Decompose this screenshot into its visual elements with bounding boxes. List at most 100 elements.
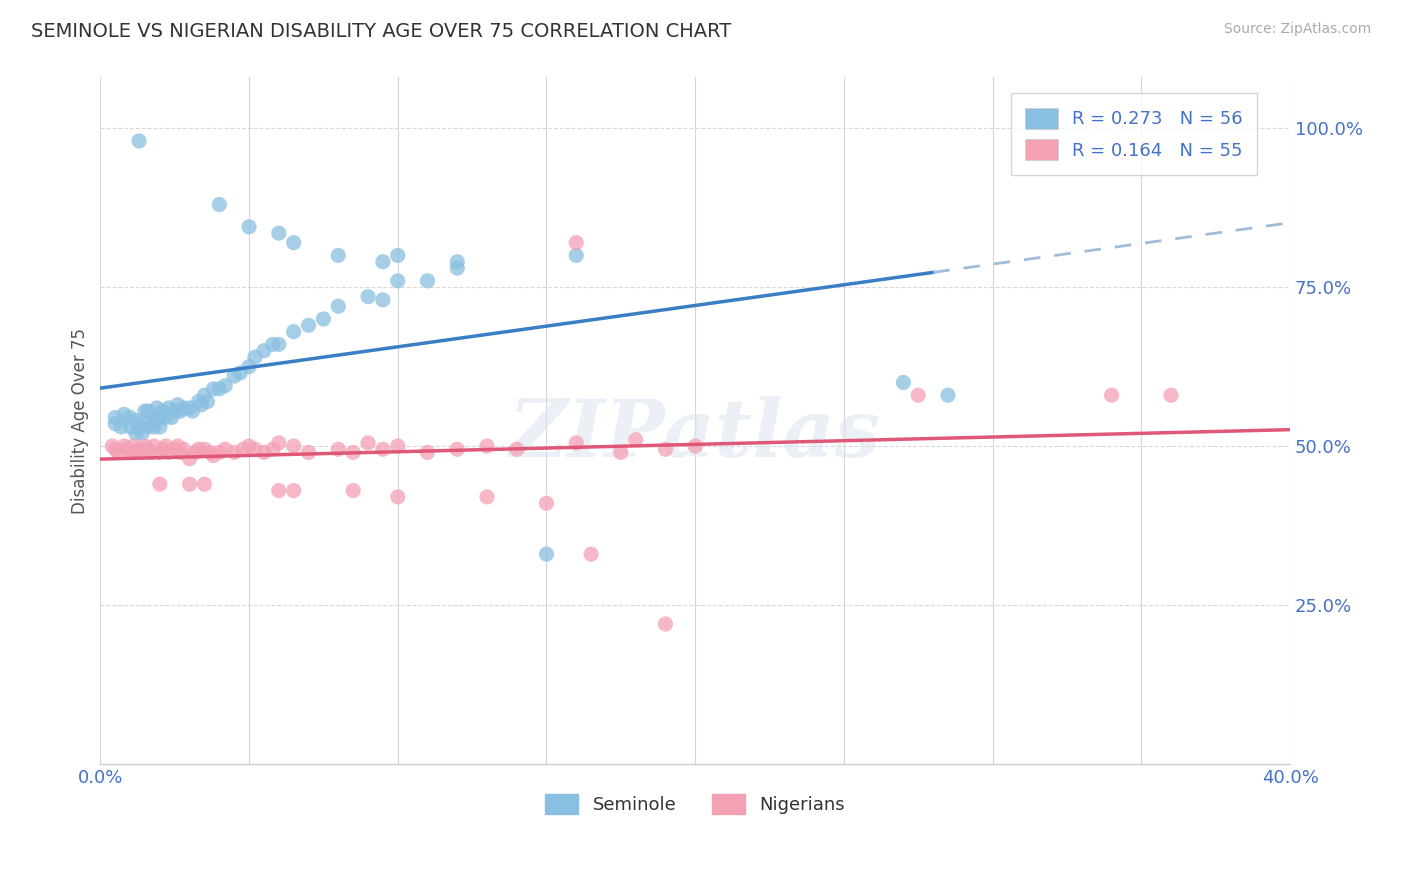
Point (160, 410, 183, 425)
Point (387, 490, 409, 504)
Point (208, 445, 231, 459)
Point (157, 401, 180, 415)
Point (197, 394, 219, 409)
Point (149, 445, 172, 459)
Point (446, 254, 468, 268)
Point (371, 293, 394, 307)
Point (202, 449, 225, 463)
Point (112, 407, 135, 421)
Point (283, 439, 305, 453)
Point (166, 398, 188, 412)
Point (181, 404, 204, 418)
Legend: Seminole, Nigerians: Seminole, Nigerians (537, 785, 853, 823)
Point (387, 248, 409, 262)
Point (283, 325, 305, 339)
Point (120, 445, 142, 459)
Point (253, 445, 276, 459)
Point (179, 477, 201, 491)
Point (142, 420, 165, 434)
Point (131, 426, 153, 441)
Point (166, 439, 188, 453)
Point (357, 290, 380, 304)
Point (107, 445, 129, 459)
Point (267, 337, 290, 351)
Point (243, 350, 266, 364)
Point (416, 274, 439, 288)
Point (200, 445, 222, 459)
Point (229, 366, 252, 380)
Point (654, 617, 676, 632)
Point (169, 445, 191, 459)
Point (184, 445, 207, 459)
Point (142, 439, 165, 453)
Point (104, 442, 127, 457)
Point (654, 442, 676, 457)
Point (262, 337, 284, 351)
Point (125, 445, 148, 459)
Point (146, 410, 169, 425)
Point (387, 274, 409, 288)
Point (475, 490, 498, 504)
Point (115, 442, 138, 457)
Point (152, 404, 174, 418)
Point (506, 442, 529, 457)
Point (125, 426, 148, 441)
Point (536, 496, 558, 510)
Point (131, 445, 153, 459)
Point (262, 442, 284, 457)
Point (283, 483, 305, 498)
Point (104, 417, 127, 431)
Point (253, 343, 276, 358)
Point (142, 414, 165, 428)
Point (446, 442, 468, 457)
Point (565, 235, 588, 250)
Point (190, 398, 212, 412)
Point (342, 483, 364, 498)
Point (193, 442, 215, 457)
Point (565, 248, 588, 262)
Point (179, 401, 201, 415)
Point (328, 248, 350, 262)
Point (624, 433, 647, 447)
Point (232, 442, 254, 457)
Point (149, 410, 172, 425)
Point (238, 359, 260, 374)
Point (202, 382, 225, 396)
Point (104, 410, 127, 425)
Point (475, 439, 498, 453)
Point (267, 435, 290, 450)
Text: SEMINOLE VS NIGERIAN DISABILITY AGE OVER 75 CORRELATION CHART: SEMINOLE VS NIGERIAN DISABILITY AGE OVER… (31, 22, 731, 41)
Point (128, 420, 150, 434)
Point (122, 439, 145, 453)
Point (936, 388, 959, 402)
Point (297, 445, 319, 459)
Text: Source: ZipAtlas.com: Source: ZipAtlas.com (1223, 22, 1371, 37)
Point (243, 442, 266, 457)
Point (387, 439, 409, 453)
Point (416, 445, 439, 459)
Point (312, 312, 335, 326)
Point (224, 369, 246, 384)
Point (193, 388, 215, 402)
Point (179, 451, 201, 466)
Point (446, 261, 468, 276)
Point (238, 439, 260, 453)
Point (565, 435, 588, 450)
Point (173, 442, 195, 457)
Point (139, 445, 162, 459)
Point (134, 439, 156, 453)
Point (136, 442, 159, 457)
Point (110, 420, 132, 434)
Point (297, 318, 319, 333)
Point (187, 394, 209, 409)
Point (155, 439, 177, 453)
Point (112, 439, 135, 453)
Point (328, 442, 350, 457)
Point (238, 219, 260, 234)
Point (283, 235, 305, 250)
Point (157, 445, 180, 459)
Point (169, 404, 191, 418)
Point (907, 388, 929, 402)
Point (1160, 388, 1182, 402)
Point (193, 477, 215, 491)
